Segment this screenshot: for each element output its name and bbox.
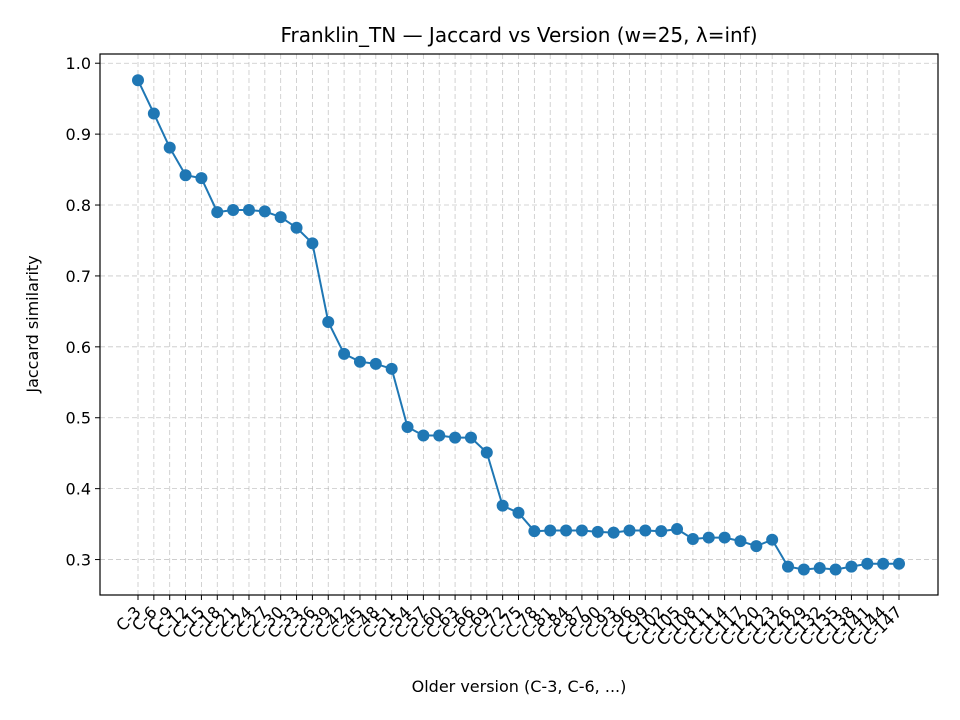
y-tick-label: 0.8 [66, 196, 91, 215]
y-tick-label: 0.3 [66, 551, 91, 570]
y-tick-label: 0.7 [66, 267, 91, 286]
data-point [655, 525, 668, 538]
data-point [512, 506, 525, 519]
data-point [671, 523, 684, 536]
data-point [607, 526, 620, 539]
data-point [845, 560, 858, 573]
data-point [766, 533, 779, 546]
data-point [274, 211, 287, 224]
data-point [623, 524, 636, 537]
data-point [290, 221, 303, 234]
data-point [496, 499, 509, 512]
data-point [591, 525, 604, 538]
data-point [464, 431, 477, 444]
data-point [829, 563, 842, 576]
data-point [417, 429, 430, 442]
data-point [893, 557, 905, 570]
x-axis: C-3C-6C-9C-12C-15C-18C-21C-24C-27C-30C-3… [112, 595, 906, 649]
data-point [480, 446, 493, 459]
y-tick-label: 0.9 [66, 125, 91, 144]
data-point [433, 429, 446, 442]
data-point [686, 532, 699, 545]
y-axis: 0.3 0.4 0.5 0.6 0.7 0.8 0.9 1.0 [66, 54, 100, 570]
data-point [195, 172, 208, 185]
data-point [242, 203, 255, 216]
data-point [797, 563, 810, 576]
data-point [528, 525, 541, 538]
data-point [750, 540, 763, 553]
y-tick-label: 0.5 [66, 409, 91, 428]
data-point [877, 557, 890, 570]
data-point [369, 357, 382, 370]
data-point [227, 203, 240, 216]
data-point [734, 535, 747, 548]
series-line [132, 74, 905, 576]
data-point [322, 316, 335, 329]
data-point [544, 524, 557, 537]
data-point [147, 107, 160, 120]
y-tick-label: 0.4 [66, 480, 91, 499]
data-point [132, 74, 144, 87]
data-point [639, 524, 652, 537]
data-point [163, 141, 176, 154]
data-point [211, 206, 224, 219]
data-point [258, 205, 271, 218]
data-point [718, 531, 731, 544]
data-point [575, 524, 588, 537]
data-point [813, 562, 826, 575]
data-point [385, 362, 398, 375]
y-tick-label: 1.0 [66, 54, 91, 73]
y-axis-label: Jaccard similarity [23, 255, 42, 393]
x-axis-label: Older version (C-3, C-6, ...) [412, 677, 627, 696]
data-point [449, 431, 462, 444]
data-point [353, 355, 366, 368]
data-point [560, 524, 573, 537]
y-tick-label: 0.6 [66, 338, 91, 357]
data-point [179, 169, 192, 182]
data-point [306, 237, 319, 250]
data-point [861, 557, 874, 570]
data-point [702, 531, 715, 544]
data-point [401, 420, 414, 433]
data-point [338, 347, 351, 360]
plot-background [100, 54, 938, 595]
chart-title: Franklin_TN — Jaccard vs Version (w=25, … [280, 23, 757, 47]
data-point [782, 560, 795, 573]
